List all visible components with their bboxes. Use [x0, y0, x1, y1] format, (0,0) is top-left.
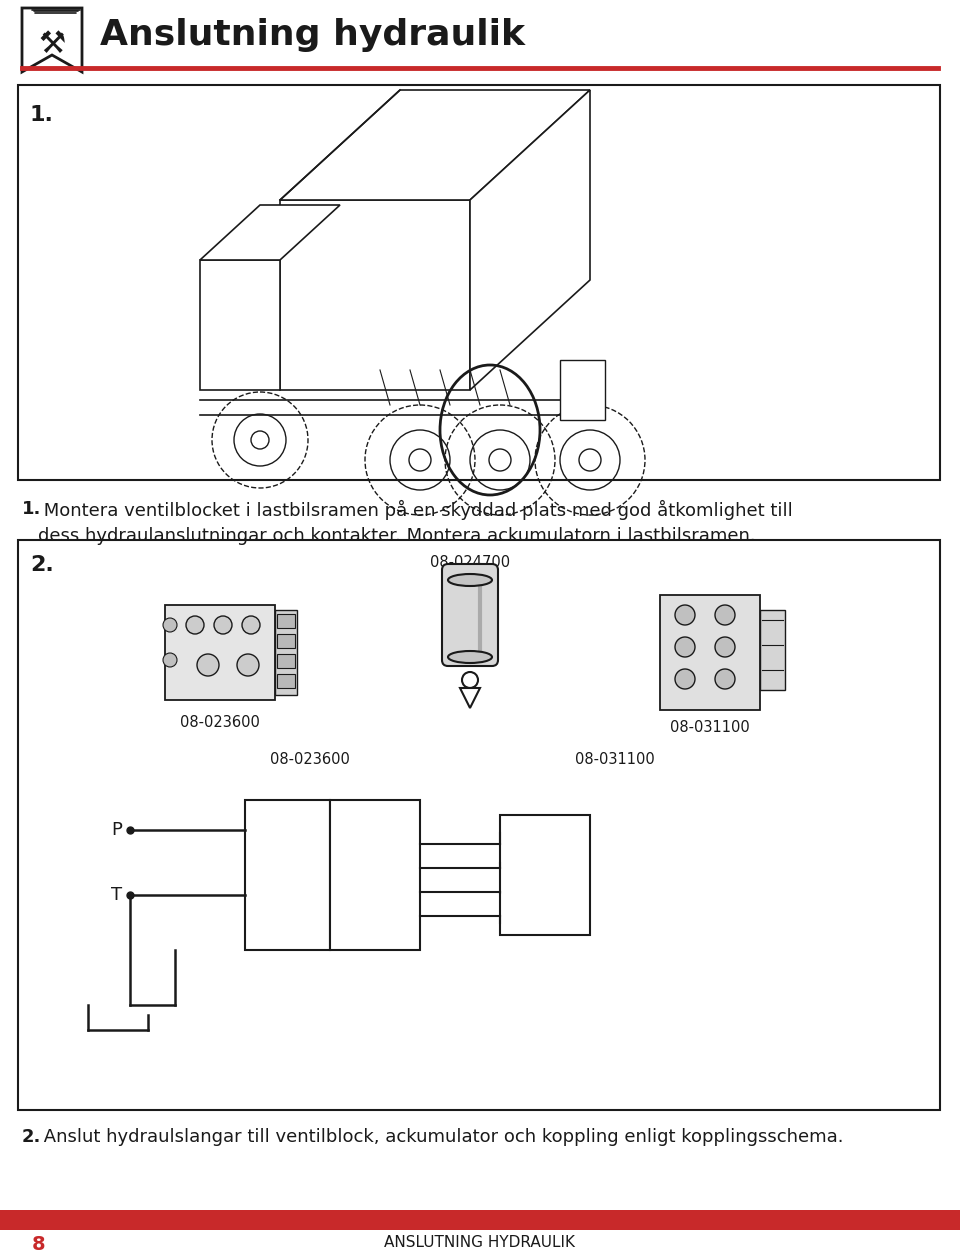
Text: P out: P out	[355, 885, 395, 900]
Bar	[277, 613, 295, 628]
Polygon shape	[200, 205, 340, 260]
FancyBboxPatch shape	[442, 564, 498, 666]
Bar	[277, 654, 295, 667]
Text: 2.: 2.	[22, 1128, 41, 1146]
Text: T out: T out	[355, 909, 395, 924]
Bar	[277, 674, 295, 688]
Circle shape	[163, 652, 177, 667]
Text: 08-031100: 08-031100	[670, 720, 750, 735]
Bar	[18, 85, 940, 480]
Polygon shape	[470, 91, 590, 390]
Circle shape	[237, 654, 259, 676]
Ellipse shape	[448, 574, 492, 586]
Polygon shape	[460, 688, 480, 708]
Text: ACC: ACC	[359, 812, 391, 827]
Bar	[245, 799, 330, 950]
Bar	[277, 634, 295, 649]
Text: ANSLUTNING HYDRAULIK: ANSLUTNING HYDRAULIK	[385, 1234, 575, 1249]
Circle shape	[715, 605, 735, 625]
Bar	[18, 541, 940, 1110]
Circle shape	[675, 637, 695, 657]
Text: 08-023600: 08-023600	[180, 715, 260, 730]
Text: 08-023600: 08-023600	[270, 752, 350, 767]
Circle shape	[715, 637, 735, 657]
Bar	[165, 605, 275, 700]
Circle shape	[197, 654, 219, 676]
Text: P: P	[515, 884, 525, 903]
Ellipse shape	[448, 651, 492, 662]
Circle shape	[214, 616, 232, 634]
Bar	[560, 360, 605, 420]
Circle shape	[675, 669, 695, 689]
Text: C-: C-	[367, 861, 383, 875]
Text: T: T	[515, 914, 525, 931]
Polygon shape	[22, 8, 82, 72]
Polygon shape	[200, 260, 280, 390]
Text: C+: C+	[363, 836, 387, 851]
Circle shape	[242, 616, 260, 634]
Bar	[280, 200, 470, 390]
Text: 8: 8	[32, 1234, 46, 1254]
Text: 08-024700: 08-024700	[430, 556, 510, 569]
Bar	[0, 1210, 960, 1231]
Text: T in: T in	[257, 886, 288, 904]
Text: Anslutning hydraulik: Anslutning hydraulik	[100, 18, 525, 52]
Circle shape	[186, 616, 204, 634]
Circle shape	[163, 618, 177, 632]
Text: 08-031100: 08-031100	[575, 752, 655, 767]
Text: ⚒: ⚒	[38, 30, 65, 59]
Text: Montera ventilblocket i lastbilsramen på en skyddad plats med god åtkomlighet ti: Montera ventilblocket i lastbilsramen på…	[38, 500, 793, 546]
Bar	[500, 815, 590, 935]
Polygon shape	[280, 91, 590, 200]
Circle shape	[675, 605, 695, 625]
Bar	[330, 799, 420, 950]
Text: 2.: 2.	[30, 556, 54, 574]
Text: C+: C+	[515, 825, 540, 842]
Bar	[660, 595, 760, 710]
Circle shape	[715, 669, 735, 689]
Bar	[275, 610, 297, 695]
Text: P in: P in	[257, 821, 287, 838]
Text: P: P	[111, 821, 122, 838]
Text: 1.: 1.	[30, 106, 54, 124]
Text: DR: DR	[364, 933, 386, 948]
Text: T: T	[110, 886, 122, 904]
Bar	[760, 610, 785, 690]
Circle shape	[462, 672, 478, 688]
Text: C-: C-	[515, 854, 533, 872]
Text: 1.: 1.	[22, 500, 41, 518]
Text: Anslut hydraulslangar till ventilblock, ackumulator och koppling enligt koppling: Anslut hydraulslangar till ventilblock, …	[38, 1128, 844, 1146]
